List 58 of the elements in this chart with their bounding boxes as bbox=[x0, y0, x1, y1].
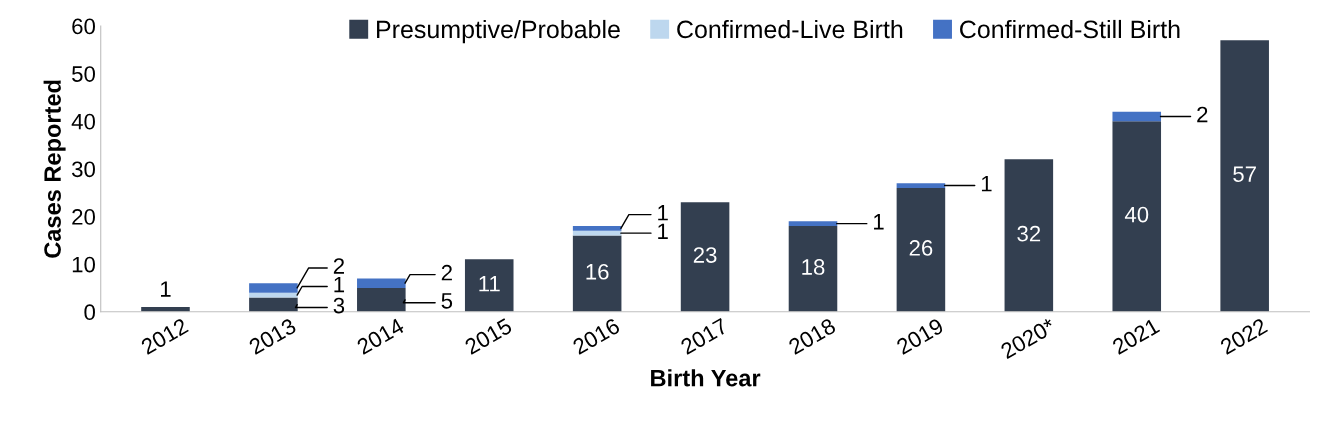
bar bbox=[788, 226, 838, 312]
bar bbox=[680, 202, 730, 312]
y-tick-label: 40 bbox=[71, 113, 95, 130]
y-tick-label: 50 bbox=[72, 66, 95, 82]
data-label: 1 bbox=[981, 176, 992, 192]
x-axis-title: Birth Year bbox=[651, 369, 761, 387]
bar bbox=[464, 259, 514, 312]
legend-label: Confirmed-Still Birth bbox=[960, 19, 1180, 39]
data-label: 1 bbox=[874, 214, 884, 230]
bar bbox=[1220, 40, 1269, 312]
legend-label: Presumptive/Probable bbox=[377, 19, 620, 44]
bar bbox=[1112, 121, 1162, 312]
data-label: 32 bbox=[1017, 225, 1041, 242]
data-label: 23 bbox=[693, 247, 717, 263]
bar bbox=[357, 287, 406, 312]
bar bbox=[572, 230, 622, 236]
x-tick-label: 2017 bbox=[679, 317, 729, 355]
data-label: 40 bbox=[1124, 206, 1149, 223]
x-tick-label: 2018 bbox=[787, 317, 837, 355]
x-tick-label: 2015 bbox=[463, 317, 513, 355]
x-tick-label: 2019 bbox=[895, 317, 945, 355]
bar bbox=[249, 283, 298, 293]
bar bbox=[788, 221, 838, 227]
bar bbox=[572, 226, 622, 231]
data-label: 1 bbox=[160, 281, 171, 297]
y-tick-label: 30 bbox=[72, 161, 95, 178]
y-tick-label: 60 bbox=[72, 18, 95, 35]
data-label: 26 bbox=[909, 240, 933, 256]
data-label: 5 bbox=[441, 293, 453, 309]
y-tick-label: 10 bbox=[72, 256, 95, 273]
data-label: 57 bbox=[1233, 166, 1256, 182]
data-label: 1 bbox=[658, 205, 668, 221]
x-tick-label: 2012 bbox=[140, 317, 189, 355]
y-axis-title: Cases Reported bbox=[43, 80, 66, 258]
data-label: 1 bbox=[658, 223, 668, 239]
y-tick-label: 0 bbox=[84, 304, 95, 321]
data-label: 16 bbox=[586, 263, 609, 280]
bar bbox=[896, 187, 946, 312]
data-label: 3 bbox=[333, 297, 345, 314]
x-tick-label: 2021 bbox=[1111, 317, 1161, 355]
data-label: 11 bbox=[479, 276, 500, 292]
data-label: 18 bbox=[802, 259, 825, 275]
data-label: 2 bbox=[441, 264, 452, 281]
legend-label: Confirmed-Live Birth bbox=[677, 19, 903, 39]
x-tick-label: 2022 bbox=[1219, 317, 1269, 355]
x-tick-label: 2014 bbox=[355, 317, 406, 355]
bar bbox=[357, 278, 406, 288]
bar bbox=[1004, 159, 1054, 312]
data-label: 2 bbox=[333, 258, 344, 274]
bar bbox=[249, 297, 298, 312]
bar bbox=[896, 183, 946, 188]
x-tick-label: 2016 bbox=[571, 317, 621, 355]
bar bbox=[572, 235, 622, 312]
data-label: 1 bbox=[334, 276, 345, 293]
x-tick-label: 2013 bbox=[248, 317, 297, 355]
bar bbox=[1112, 111, 1162, 122]
data-label: 2 bbox=[1197, 106, 1208, 123]
y-tick-label: 20 bbox=[72, 209, 95, 225]
